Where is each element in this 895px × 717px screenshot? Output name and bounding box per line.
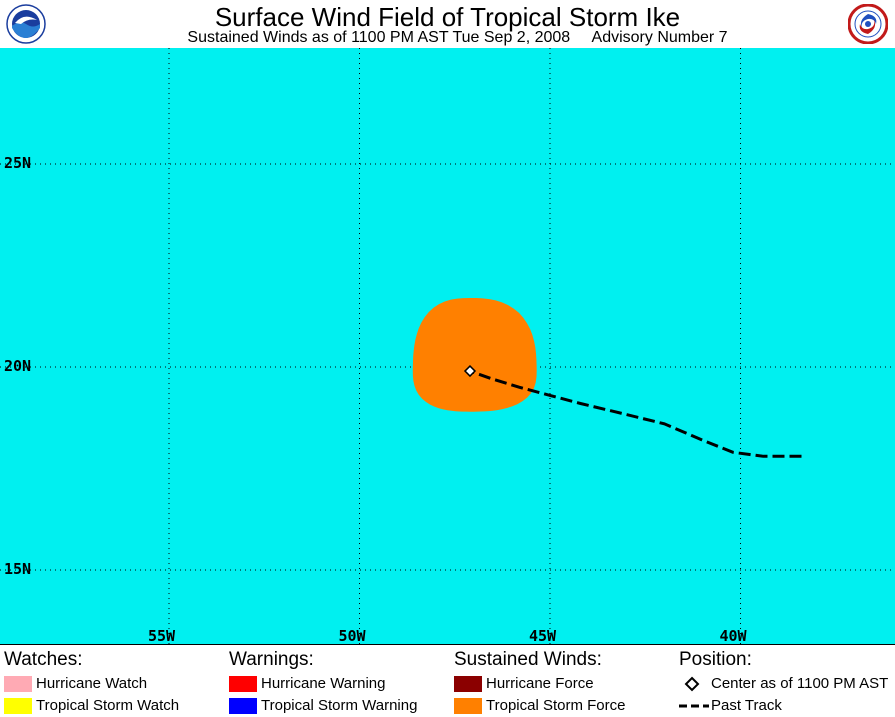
latitude-label: 15N (4, 560, 32, 578)
storm-center-icon (463, 364, 477, 378)
legend-heading-sustained-winds: Sustained Winds: (454, 649, 602, 670)
legend-label: Tropical Storm Warning (261, 697, 418, 714)
longitude-label: 45W (529, 627, 557, 645)
legend: Watches: Hurricane Watch Tropical Storm … (0, 644, 895, 717)
latitude-label: 25N (4, 154, 32, 172)
legend-warnings: Warnings: Hurricane Warning Tropical Sto… (229, 649, 417, 714)
dashed-line-icon (679, 704, 709, 708)
legend-label: Hurricane Watch (36, 675, 148, 692)
past-track-line (469, 369, 802, 458)
page-title: Surface Wind Field of Tropical Storm Ike (214, 2, 681, 32)
legend-label: Hurricane Force (486, 675, 594, 692)
longitude-label: 50W (338, 627, 366, 645)
longitude-label: 40W (719, 627, 747, 645)
legend-heading-warnings: Warnings: (229, 649, 314, 670)
legend-label: Tropical Storm Watch (36, 697, 180, 714)
legend-label: Center as of 1100 PM AST (711, 675, 889, 692)
hurricane-warning-swatch (229, 676, 257, 692)
tropical-storm-force-wind-field (412, 298, 537, 412)
noaa-logo (6, 4, 46, 49)
latitude-label: 20N (4, 357, 32, 375)
legend-label: Tropical Storm Force (486, 697, 626, 714)
diamond-icon (684, 676, 700, 692)
map-canvas (0, 48, 895, 644)
graticule (0, 48, 895, 644)
tropical-storm-watch-swatch (4, 698, 32, 714)
legend-position: Position: Center as of 1100 PM AST Past … (679, 649, 888, 714)
legend-label: Past Track (711, 697, 782, 714)
legend-heading-watches: Watches: (4, 649, 83, 670)
tropical-storm-force-swatch (454, 698, 482, 714)
legend-sustained-winds: Sustained Winds: Hurricane Force Tropica… (454, 649, 625, 714)
header: Surface Wind Field of Tropical Storm Ike… (0, 0, 895, 48)
page-subtitle: Sustained Winds as of 1100 PM AST Tue Se… (187, 29, 728, 46)
legend-heading-position: Position: (679, 649, 752, 670)
legend-label: Hurricane Warning (261, 675, 386, 692)
longitude-label: 55W (148, 627, 176, 645)
hurricane-watch-swatch (4, 676, 32, 692)
tropical-storm-warning-swatch (229, 698, 257, 714)
map-area[interactable]: 25N 20N 15N 55W 50W 45W 40W (0, 48, 895, 644)
hurricane-force-swatch (454, 676, 482, 692)
legend-watches: Watches: Hurricane Watch Tropical Storm … (4, 649, 179, 714)
nws-logo (847, 3, 889, 49)
